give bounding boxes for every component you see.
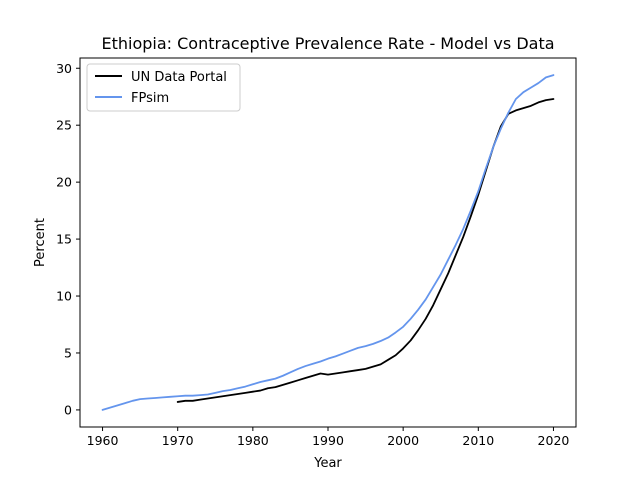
legend: UN Data Portal FPsim xyxy=(86,63,241,112)
x-tick-label: 1970 xyxy=(162,433,194,448)
y-tick-label: 15 xyxy=(56,232,72,247)
y-tick-label: 10 xyxy=(56,289,72,304)
y-tick-label: 30 xyxy=(56,61,72,76)
x-tick-label: 2020 xyxy=(538,433,570,448)
series-line-fpsim xyxy=(101,74,555,411)
x-tick-label: 2000 xyxy=(387,433,419,448)
y-axis-label: Percent xyxy=(33,218,48,267)
x-tick-label: 1960 xyxy=(87,433,119,448)
legend-box xyxy=(86,63,241,112)
y-tick-label: 20 xyxy=(56,175,72,190)
legend-label-fpsim: FPsim xyxy=(131,91,169,106)
x-tick-label: 2010 xyxy=(462,433,494,448)
y-tick-label: 5 xyxy=(64,345,72,360)
x-axis-label: Year xyxy=(313,456,342,471)
y-tick-label: 0 xyxy=(64,402,72,417)
y-tick-label: 25 xyxy=(56,118,72,133)
x-tick-label: 1980 xyxy=(237,433,269,448)
legend-label-un-data-portal: UN Data Portal xyxy=(131,70,227,85)
chart-title: Ethiopia: Contraceptive Prevalence Rate … xyxy=(101,34,554,53)
x-axis: 1960 1970 1980 1990 2000 2010 2020 xyxy=(87,427,570,448)
y-axis: 0 5 10 15 20 25 30 xyxy=(56,61,80,417)
series-layer xyxy=(101,74,555,411)
x-tick-label: 1990 xyxy=(312,433,344,448)
